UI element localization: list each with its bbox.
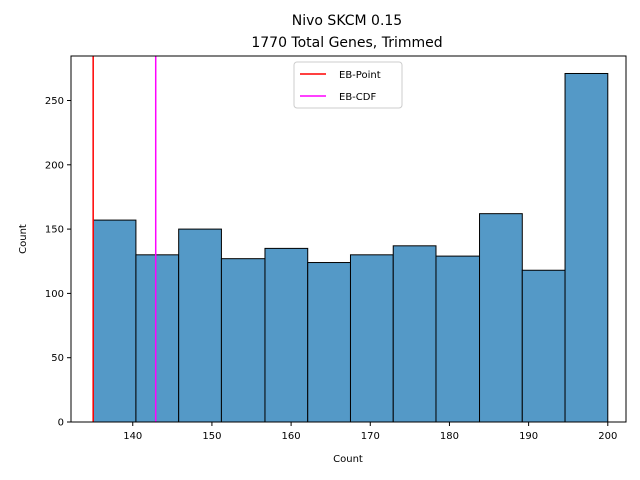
histogram-bar-11 xyxy=(564,72,609,423)
histogram-bar-1 xyxy=(135,254,180,423)
y-tick-label: 200 xyxy=(45,160,64,171)
legend-label-eb-cdf: EB-CDF xyxy=(339,92,376,103)
plot-frame xyxy=(70,55,627,423)
x-tick-label: 160 xyxy=(282,431,301,442)
histogram-bar-2 xyxy=(178,228,222,423)
histogram-bar-4 xyxy=(264,247,309,423)
histogram-bar-5 xyxy=(307,262,351,423)
histogram-bar-7 xyxy=(392,245,437,423)
histogram-bar-6 xyxy=(349,254,394,423)
histogram-bar-0 xyxy=(92,219,137,423)
y-tick-label: 150 xyxy=(45,225,64,236)
x-tick-label: 190 xyxy=(519,431,538,442)
x-tick-label: 180 xyxy=(440,431,459,442)
x-tick-label: 200 xyxy=(598,431,617,442)
x-tick-label: 150 xyxy=(202,431,221,442)
y-tick-label: 50 xyxy=(51,353,64,364)
y-tick-label: 100 xyxy=(45,289,64,300)
x-tick-label: 140 xyxy=(123,431,142,442)
x-tick-label: 170 xyxy=(361,431,380,442)
histogram-bar-8 xyxy=(435,255,481,423)
y-axis: 0 50 100 150 200 250 xyxy=(45,96,71,429)
histogram-bar-3 xyxy=(220,258,266,423)
x-axis-label: Count xyxy=(333,454,363,465)
reference-lines xyxy=(92,56,157,422)
y-tick-label: 0 xyxy=(58,418,64,429)
chart-title: Nivo SKCM 0.15 xyxy=(292,13,402,29)
y-axis-label: Count xyxy=(18,224,29,254)
chart-subtitle: 1770 Total Genes, Trimmed xyxy=(251,35,442,51)
x-axis: 140 150 160 170 180 190 200 xyxy=(123,422,617,442)
histogram-bars xyxy=(92,72,609,423)
histogram-bar-9 xyxy=(479,213,523,423)
y-tick-label: 250 xyxy=(45,96,64,107)
histogram-bar-10 xyxy=(521,269,566,423)
legend-label-eb-point: EB-Point xyxy=(339,70,381,81)
legend: EB-Point EB-CDF xyxy=(293,61,403,109)
